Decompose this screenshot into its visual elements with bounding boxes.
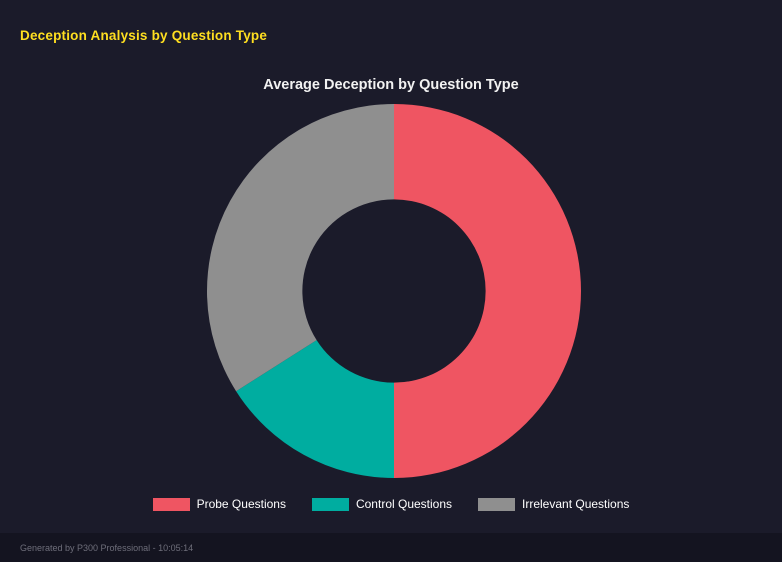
chart-title: Average Deception by Question Type — [263, 77, 519, 93]
chart-legend: Probe Questions Control Questions Irreleva… — [0, 497, 782, 511]
donut-segment-irrelevant-questions[interactable] — [206, 104, 394, 392]
legend-swatch — [478, 497, 516, 511]
donut-segment-control-questions[interactable] — [236, 340, 394, 479]
legend-label: Probe Questions — [196, 497, 286, 511]
legend-swatch — [311, 497, 349, 511]
footer-bar: Generated by P300 Professional - 10:05:1… — [0, 533, 782, 562]
donut-segment-probe-questions[interactable] — [394, 104, 581, 478]
legend-item-control-questions[interactable]: Control Questions — [311, 497, 453, 511]
legend-swatch — [152, 497, 190, 511]
legend-item-irrelevant-questions[interactable]: Irrelevant Questions — [478, 497, 629, 511]
page-title: Deception Analysis by Question Type — [20, 28, 268, 43]
legend-item-probe-questions[interactable]: Probe Questions — [152, 497, 286, 511]
legend-label: Irrelevant Questions — [522, 497, 630, 511]
legend-label: Control Questions — [355, 497, 453, 511]
footer-text: Generated by P300 Professional - 10:05:1… — [20, 542, 194, 553]
